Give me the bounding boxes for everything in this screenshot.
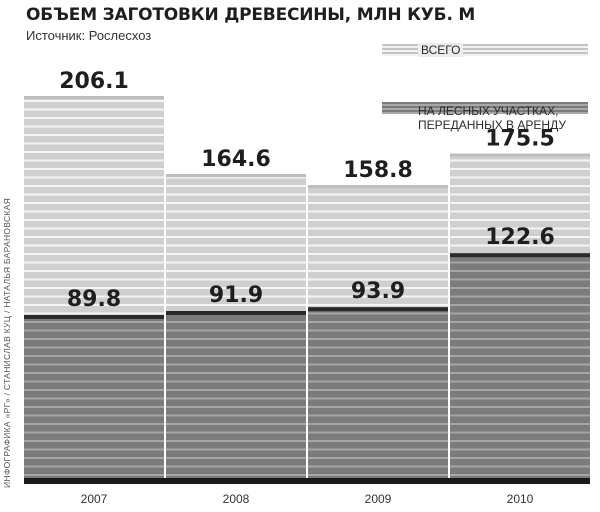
x-tick-label-2007: 2007 <box>81 492 108 506</box>
legend-label-leased: НА ЛЕСНЫХ УЧАСТКАХ, ПЕРЕДАННЫХ В АРЕНДУ <box>418 104 566 132</box>
legend-item-total: ВСЕГО <box>382 40 598 80</box>
bar-total-cap-2009 <box>308 185 448 189</box>
value-label-total-2010: 175.5 <box>485 127 555 152</box>
legend-label-total: ВСЕГО <box>418 43 464 57</box>
bar-leased-cap-2008 <box>166 310 306 315</box>
baseline-bar <box>24 478 590 484</box>
legend: ВСЕГО НА ЛЕСНЫХ УЧАСТКАХ, ПЕРЕДАННЫХ В А… <box>382 40 598 132</box>
bars-group <box>24 96 590 485</box>
chart-source: Источник: Рослесхоз <box>26 28 152 43</box>
bar-total-cap-2010 <box>450 153 590 157</box>
legend-swatch-leased <box>382 102 588 114</box>
bar-leased-2007 <box>24 314 164 484</box>
bar-leased-2009 <box>308 307 448 484</box>
x-tick-label-2010: 2010 <box>507 492 534 506</box>
bar-total-cap-2008 <box>166 174 306 178</box>
x-tick-label-2009: 2009 <box>365 492 392 506</box>
legend-item-leased: НА ЛЕСНЫХ УЧАСТКАХ, ПЕРЕДАННЫХ В АРЕНДУ <box>382 80 598 132</box>
bar-leased-cap-2009 <box>308 307 448 312</box>
value-label-total-2009: 158.8 <box>343 158 413 183</box>
value-label-leased-2008: 91.9 <box>209 283 263 308</box>
value-label-leased-2009: 93.9 <box>351 279 405 304</box>
bar-leased-cap-2010 <box>450 253 590 258</box>
bar-leased-cap-2007 <box>24 314 164 319</box>
bar-total-cap-2007 <box>24 96 164 99</box>
bar-leased-2010 <box>450 253 590 484</box>
labels-group: 206.1 89.8 2007 164.6 91.9 2008 158.8 93.9 2009 1… <box>59 69 555 506</box>
value-label-total-2008: 164.6 <box>201 147 271 172</box>
value-label-leased-2010: 122.6 <box>485 225 555 250</box>
value-label-total-2007: 206.1 <box>59 69 129 94</box>
bar-leased-2008 <box>166 310 306 484</box>
value-label-leased-2007: 89.8 <box>67 287 121 312</box>
x-tick-label-2008: 2008 <box>223 492 250 506</box>
chart-title: ОБЪЕМ ЗАГОТОВКИ ДРЕВЕСИНЫ, МЛН КУБ. М <box>26 5 476 25</box>
